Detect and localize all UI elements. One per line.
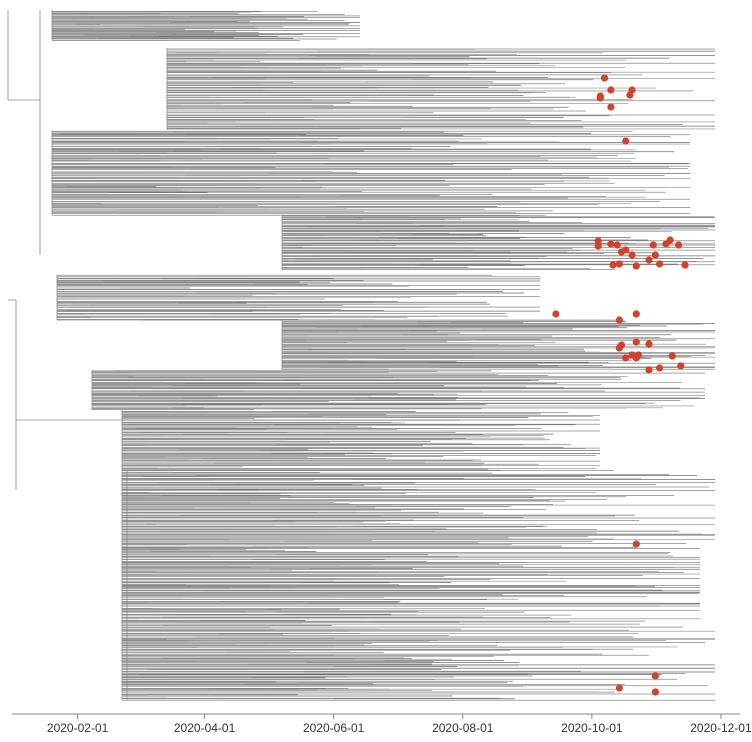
highlighted-tip — [594, 242, 602, 250]
highlighted-tip — [655, 260, 664, 268]
x-tick-label: 2020-04-01 — [174, 721, 236, 735]
highlighted-tip — [613, 241, 621, 249]
highlighted-tip — [609, 261, 617, 269]
dense-clade-branches — [61, 11, 715, 701]
highlighted-tip — [649, 241, 657, 249]
tree-branches — [7, 10, 482, 701]
highlighted-tip — [632, 310, 640, 318]
highlighted-tip — [632, 354, 640, 362]
highlighted-tip — [655, 364, 664, 372]
highlighted-tip — [651, 688, 659, 696]
highlighted-tip — [645, 366, 653, 374]
highlighted-tip — [615, 260, 623, 268]
highlighted-tip — [617, 341, 626, 349]
x-tick-label: 2020-10-01 — [561, 721, 623, 735]
highlighted-tip — [651, 251, 659, 259]
highlighted-tip — [600, 74, 609, 82]
highlighted-tip — [666, 236, 674, 244]
highlighted-tip — [681, 261, 689, 269]
x-tick-label: 2020-06-01 — [303, 721, 365, 735]
highlighted-tip — [607, 103, 615, 111]
highlighted-tip — [594, 237, 602, 245]
x-tick-label: 2020-02-01 — [47, 721, 109, 735]
highlighted-tip — [651, 672, 659, 680]
highlighted-tip — [632, 540, 640, 548]
highlighted-tip — [628, 251, 636, 259]
highlighted-tip — [622, 137, 630, 145]
highlighted-tip — [675, 241, 683, 249]
highlighted-tip — [645, 256, 653, 264]
highlighted-tip — [645, 340, 653, 348]
highlighted-tip — [596, 94, 604, 102]
highlighted-tip — [632, 262, 640, 270]
highlighted-tips — [552, 74, 689, 696]
highlighted-tip — [615, 316, 623, 324]
highlighted-tip — [615, 684, 623, 692]
highlighted-tip — [622, 354, 630, 362]
highlighted-tip — [626, 91, 634, 99]
highlighted-tip — [632, 338, 640, 346]
highlighted-tip — [668, 352, 676, 360]
x-axis: 2020-02-01 2020-04-01 2020-06-01 2020-08-01… — [12, 713, 752, 735]
x-tick-label: 2020-12-01 — [690, 721, 752, 735]
highlighted-tip — [607, 240, 615, 248]
highlighted-tip — [677, 362, 685, 370]
highlighted-tip — [552, 310, 560, 318]
highlighted-tip — [617, 248, 626, 256]
x-tick-label: 2020-08-01 — [432, 721, 494, 735]
highlighted-tip — [607, 86, 615, 94]
